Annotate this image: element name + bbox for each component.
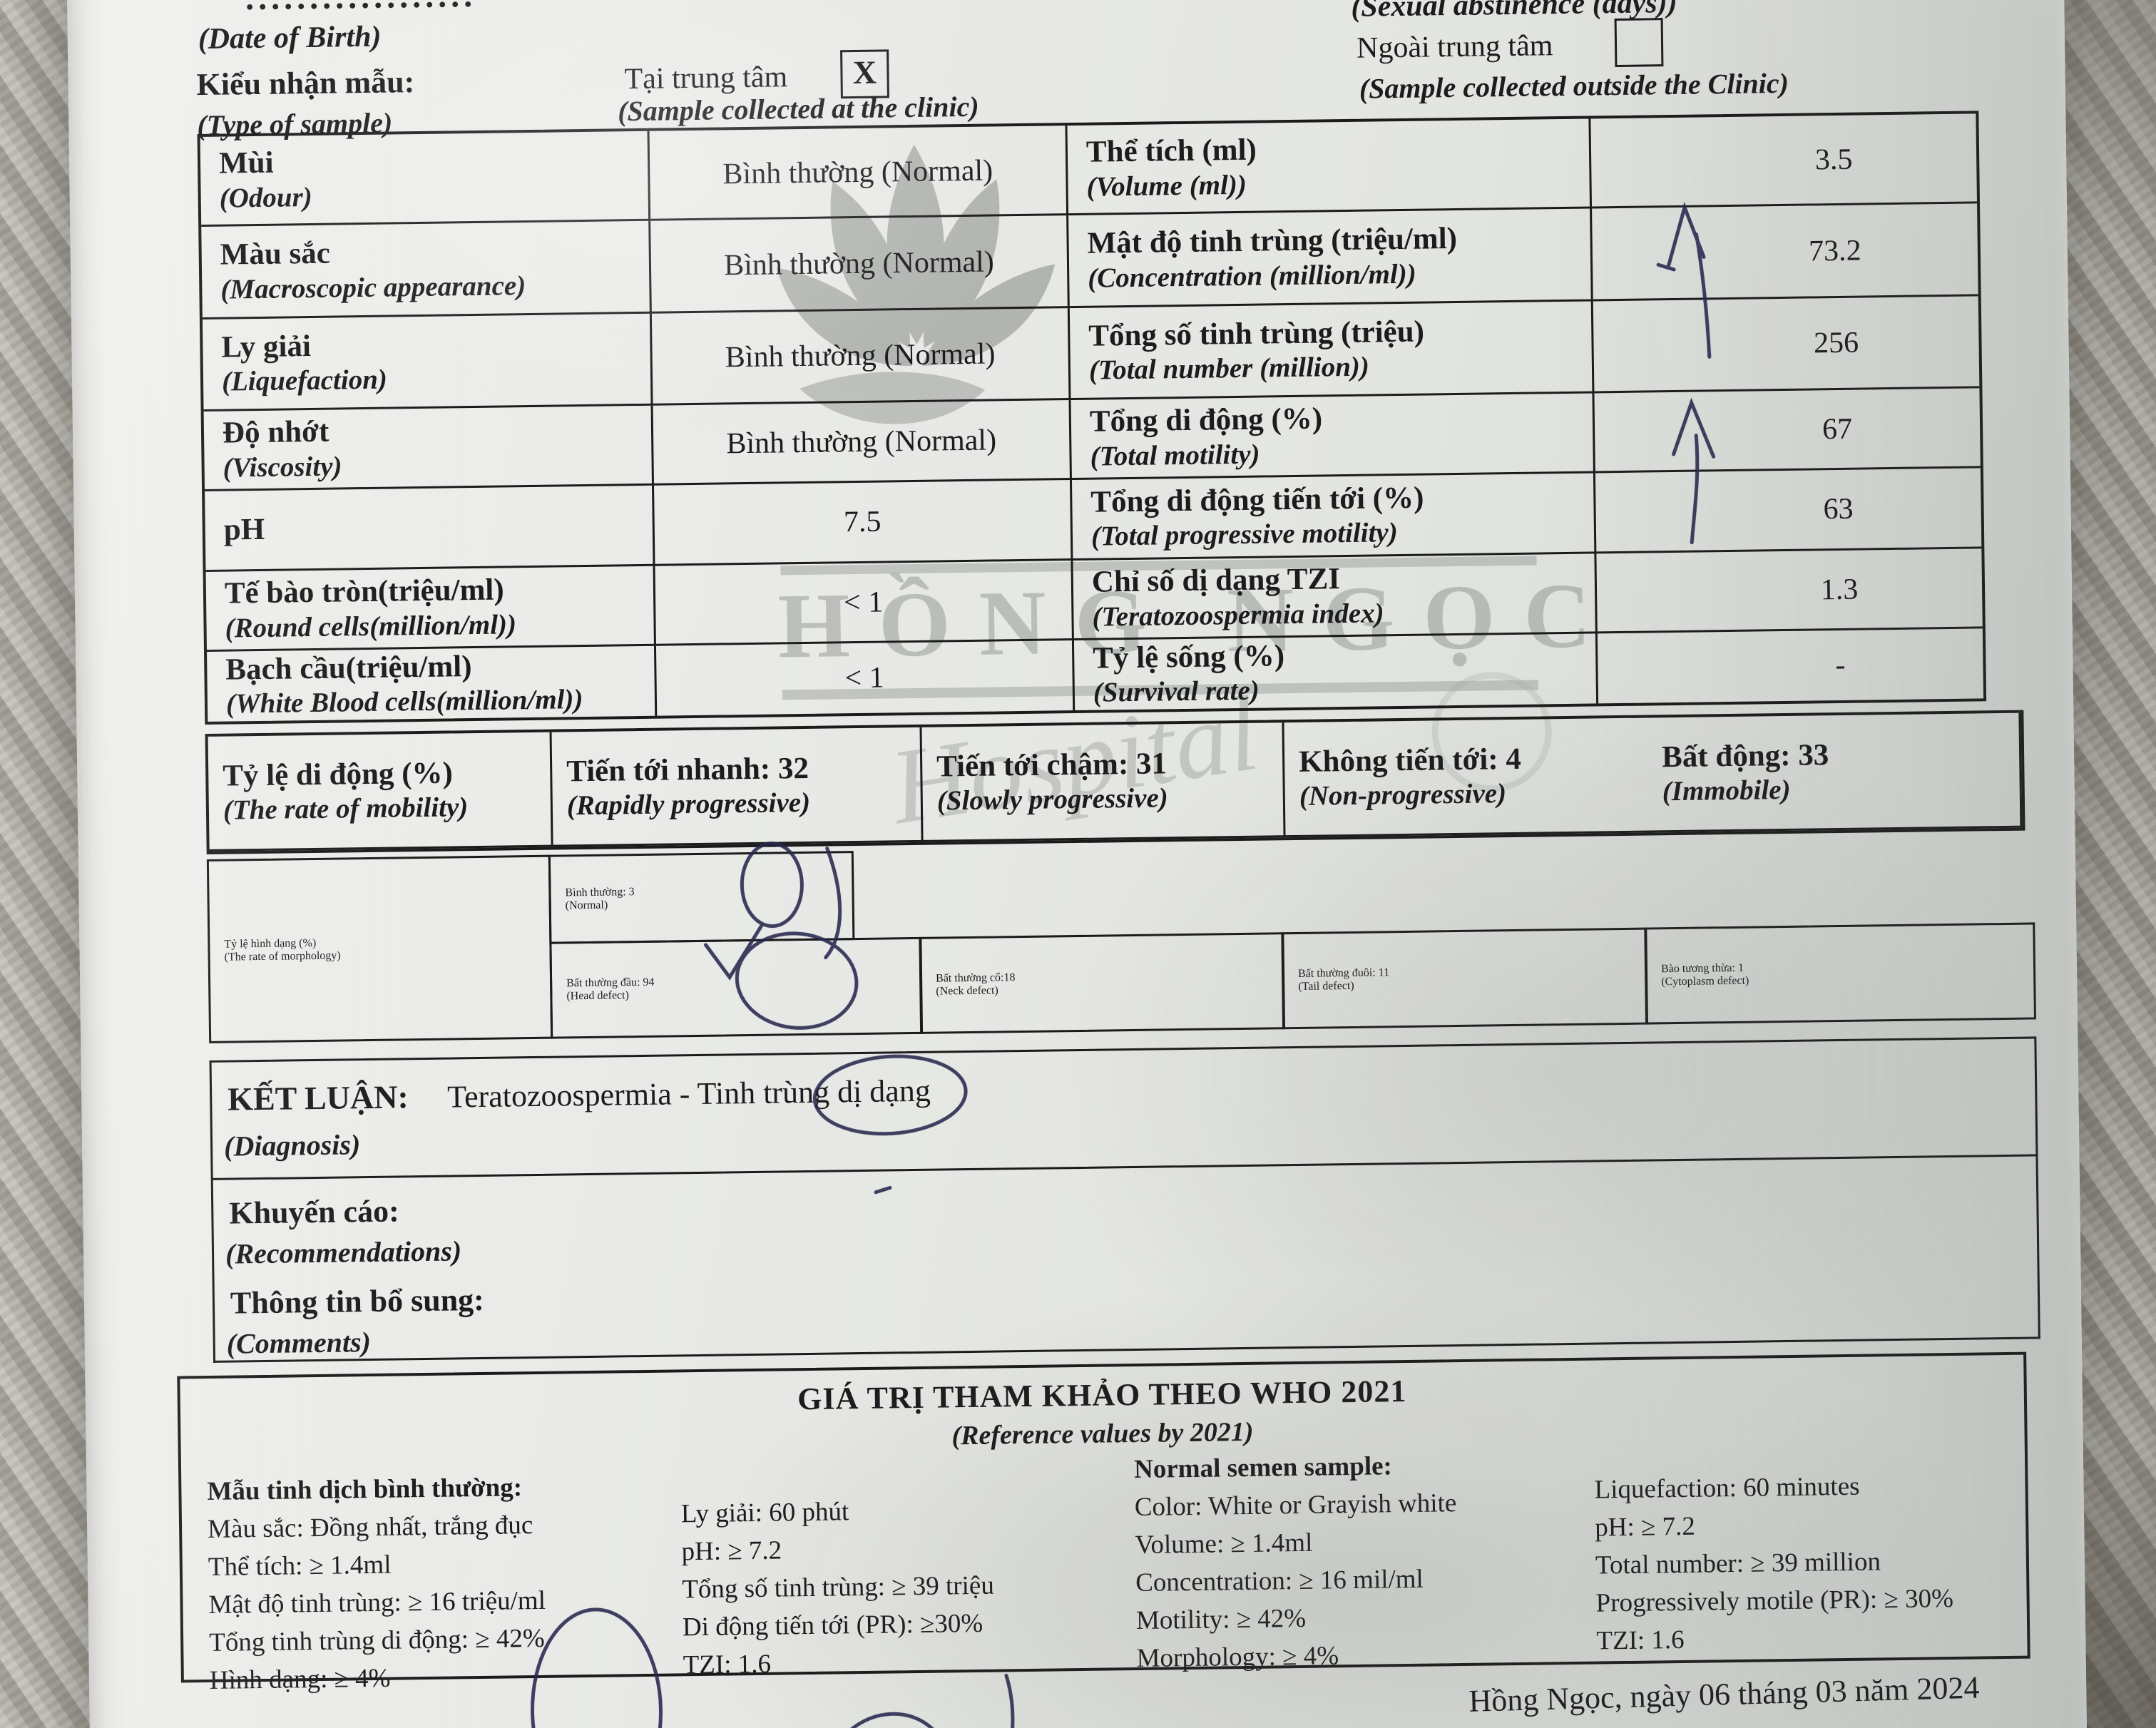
mobility-nonprogressive: Không tiến tới: 4 (Non-progressive): [1284, 717, 1649, 838]
recommendations-box: Khuyến cáo: (Recommendations) Thông tin …: [210, 1156, 2040, 1363]
diagnosis-label: KẾT LUẬN:: [227, 1078, 409, 1118]
reference-col-en-2: Liquefaction: 60 minutes pH: ≥ 7.2 Total…: [1594, 1471, 1954, 1656]
diagnosis-text: Teratozoospermia - Tinh trùng dị dạng: [446, 1073, 931, 1115]
sample-type-label: Kiểu nhận mẫu:: [196, 64, 415, 103]
row-tzi-value: 1.3: [1596, 548, 1983, 634]
diagnosis-sublabel: (Diagnosis): [223, 1128, 361, 1162]
signature-date-line: Hồng Ngọc, ngày 06 tháng 03 năm 2024: [1468, 1670, 1980, 1719]
row-odour-label: Mùi (Odour): [200, 131, 651, 227]
reference-col-en-1: Normal semen sample: Color: White or Gra…: [1133, 1451, 1457, 1673]
comments-sublabel: (Comments): [226, 1326, 372, 1360]
row-viscosity-label: Độ nhớt (Viscosity): [203, 405, 655, 491]
row-viscosity-result: Bình thường (Normal): [653, 400, 1072, 486]
row-concentration-label: Mật độ tinh trùng (triệu/ml) (Concentrati…: [1068, 208, 1593, 309]
cropped-top-line: ..................: [245, 0, 477, 18]
row-roundcells-result: < 1: [655, 561, 1074, 646]
reference-values-box: GIÁ TRỊ THAM KHẢO THEO WHO 2021 (Referen…: [177, 1351, 2030, 1695]
row-survival-value: -: [1835, 648, 1846, 682]
morphology-head-defect: Bất thường đầu: 94 (Head defect): [549, 936, 924, 1039]
row-wbc-result: < 1: [655, 640, 1076, 716]
row-liquefaction-label: Ly giải (Liquefaction): [202, 313, 653, 411]
reference-col-vi-2: Ly giải: 60 phút pH: ≥ 7.2 Tổng số tinh …: [680, 1497, 995, 1680]
row-totalnumber-value: 256: [1593, 296, 1980, 394]
row-totalnumber-label: Tổng số tinh trùng (triệu) (Total number …: [1069, 301, 1595, 401]
row-tzi-label: Chỉ số dị dạng TZI (Teratozoospermia inde…: [1073, 553, 1598, 641]
row-totalmotility-value: 67: [1594, 388, 1981, 474]
row-concentration-value: 73.2: [1592, 203, 1978, 302]
morphology-rate-table: Tỷ lệ hình dạng (%) (The rate of morpholo…: [206, 835, 2036, 1043]
row-wbc-label: Bạch cầu(triệu/ml) (White Blood cells(mil…: [207, 645, 658, 722]
row-ph-label: pH: [205, 485, 655, 572]
at-clinic-sublabel: (Sample collected at the clinic): [617, 90, 979, 128]
row-appearance-result: Bình thường (Normal): [650, 215, 1070, 314]
morphology-neck-defect: Bất thường cổ:18 (Neck defect): [919, 932, 1286, 1034]
outside-clinic-checkbox: [1614, 18, 1664, 68]
reference-col-vi-1: Mẫu tinh dịch bình thường: Màu sắc: Đồng…: [207, 1473, 546, 1696]
comments-label: Thông tin bổ sung:: [230, 1282, 485, 1321]
row-roundcells-label: Tế bào tròn(triệu/ml) (Round cells(millio…: [205, 566, 656, 652]
morphology-cytoplasm-defect: Bào tương thừa: 1 (Cytoplasm defect): [1644, 922, 2036, 1025]
row-liquefaction-result: Bình thường (Normal): [651, 308, 1071, 406]
mobility-immobile: Bất động: 33 (Immobile): [1647, 712, 2023, 833]
row-ph-result: 7.5: [654, 480, 1073, 566]
row-appearance-label: Màu sắc (Macroscopic appearance): [201, 220, 652, 319]
collected-at-clinic-label: Tại trung tâm: [624, 61, 788, 96]
mobility-slow: Tiến tới chậm: 31 (Slowly progressive): [921, 722, 1286, 842]
mobility-header: Tỷ lệ di động (%) (The rate of mobility): [208, 732, 553, 852]
recommendations-sublabel: (Recommendations): [225, 1234, 462, 1270]
recommendations-label: Khuyến cáo:: [229, 1193, 399, 1231]
morphology-header: Tỷ lệ hình dạng (%) (The rate of morpholo…: [206, 854, 553, 1043]
row-odour-result: Bình thường (Normal): [649, 126, 1069, 221]
date-of-birth-sublabel: (Date of Birth): [198, 20, 382, 56]
morphology-tail-defect: Bất thường đuôi: 11 (Tail defect): [1281, 927, 1649, 1030]
morphology-normal: Bình thường: 3 (Normal): [548, 851, 855, 944]
outside-clinic-sublabel: (Sample collected outside the Clinic): [1359, 66, 1789, 105]
collected-outside-label: Ngoài trung tâm: [1356, 29, 1553, 65]
row-volume-value: 3.5: [1590, 113, 1978, 209]
diagnosis-box: KẾT LUẬN: Teratozoospermia - Tinh trùng …: [209, 1036, 2038, 1180]
row-volume-label: Thể tích (ml) (Volume (ml)): [1067, 118, 1593, 216]
row-totalmotility-label: Tổng di động (%) (Total motility): [1071, 393, 1595, 481]
macroscopic-results-table: Mùi (Odour) Bình thường (Normal) Thể tích…: [197, 111, 1987, 725]
mobility-rate-table: Tỷ lệ di động (%) (The rate of mobility) …: [205, 710, 2025, 854]
row-progressive-label: Tổng di động tiến tới (%) (Total progress…: [1071, 473, 1597, 561]
report-paper: HỒNG NGỌC Hospital .................. (D…: [66, 0, 2088, 1728]
mobility-rapid: Tiến tới nhanh: 32 (Rapidly progressive): [551, 727, 924, 847]
row-survival-label: Tỷ lệ sống (%) (Survival rate): [1073, 633, 1599, 711]
row-progressive-value: 63: [1595, 468, 1982, 554]
